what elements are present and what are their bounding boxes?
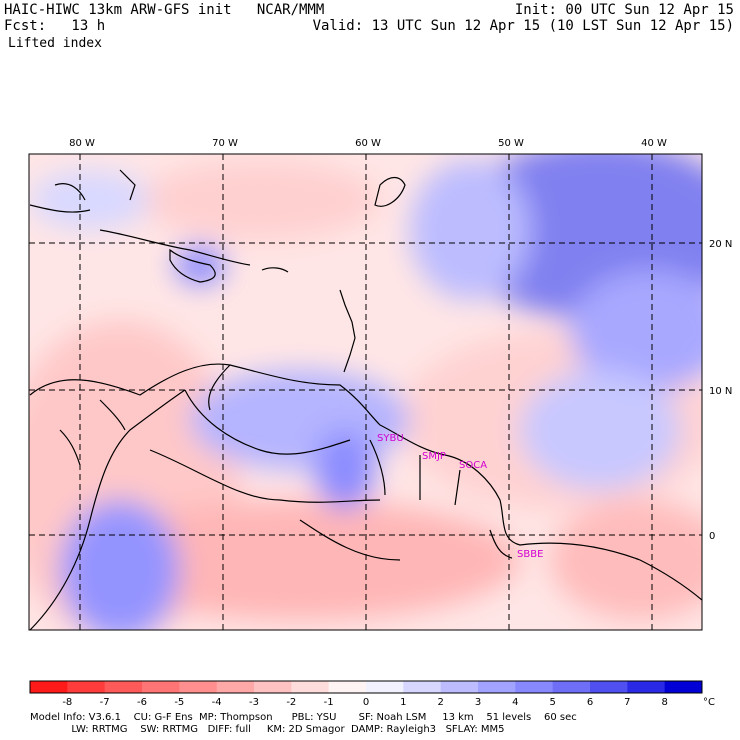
colorbar-swatch (216, 681, 255, 693)
colorbar-tick-label: -1 (324, 697, 334, 708)
lon-label-80w: 80 W (69, 138, 95, 149)
colorbar-swatch (328, 681, 367, 693)
colorbar-tick-label: -5 (174, 697, 184, 708)
colorbar-tick-label: -8 (62, 697, 72, 708)
lat-label-20n: 20 N (709, 239, 732, 250)
colorbar-swatch (627, 681, 666, 693)
colorbar-tick-label: 8 (661, 697, 667, 708)
colorbar-frame (29, 680, 703, 694)
model-title: HAIC-HIWC 13km ARW-GFS init NCAR/MMM (4, 2, 325, 18)
lon-label-50w: 50 W (498, 138, 524, 149)
colorbar-tick-label: 7 (624, 697, 630, 708)
station-sybu: SYBU (377, 433, 404, 444)
graticule (29, 154, 702, 630)
colorbar-tick-label: 3 (475, 697, 481, 708)
colorbar-swatch (440, 681, 479, 693)
colorbar-swatch (590, 681, 628, 693)
colorbar-tick-label: -2 (286, 697, 296, 708)
colorbar-swatch (254, 681, 292, 693)
colorbar-swatch (142, 681, 180, 693)
init-time: Init: 00 UTC Sun 12 Apr 15 (514, 2, 734, 18)
lat-label-10n: 10 N (709, 386, 732, 397)
lon-label-60w: 60 W (355, 138, 381, 149)
colorbar-unit: °C (703, 697, 715, 708)
colorbar-swatch (478, 681, 516, 693)
colorbar-swatch (291, 681, 330, 693)
longitude-labels: 80 W 70 W 60 W 50 W 40 W (69, 138, 667, 149)
colorbar-swatch (664, 681, 703, 693)
colorbar-tick-label: -7 (100, 697, 110, 708)
map-frame (28, 153, 703, 631)
colorbar-swatch (552, 681, 591, 693)
colorbar (29, 680, 703, 694)
colorbar-tick-label: 1 (400, 697, 406, 708)
model-info-line1: Model Info: V3.6.1 CU: G-F Ens MP: Thomp… (30, 712, 577, 723)
colorbar-tick-label: 0 (363, 697, 369, 708)
latitude-labels: 20 N 10 N 0 (709, 239, 732, 542)
station-smjp: SMJP (422, 451, 446, 462)
colorbar-tick-label: -4 (212, 697, 222, 708)
colorbar-tick-label: -3 (249, 697, 259, 708)
field-name: Lifted index (8, 36, 102, 51)
colorbar-swatch (403, 681, 442, 693)
colorbar-swatch (104, 681, 143, 693)
coastlines (29, 169, 702, 630)
station-sbbe: SBBE (517, 549, 543, 560)
valid-time: Valid: 13 UTC Sun 12 Apr 15 (10 LST Sun … (312, 18, 734, 34)
colorbar-swatch (366, 681, 404, 693)
colorbar-tick-label: 5 (549, 697, 555, 708)
colorbar-tick-label: 6 (587, 697, 593, 708)
colorbar-tick-labels: -8 -7 -6 -5 -4 -3 -2 -1 0 1 2 3 4 5 6 7 8 (62, 697, 668, 708)
lon-label-70w: 70 W (212, 138, 238, 149)
colorbar-tick-label: 4 (512, 697, 518, 708)
colorbar-swatch (179, 681, 218, 693)
lon-label-40w: 40 W (641, 138, 667, 149)
colorbar-swatch (30, 681, 68, 693)
colorbar-tick-label: -6 (137, 697, 147, 708)
colorbar-tick-label: 2 (437, 697, 443, 708)
forecast-hour: Fcst: 13 h (4, 18, 106, 34)
lat-label-0: 0 (709, 531, 715, 542)
station-labels: SYBU SMJP SOCA SBBE (377, 433, 543, 560)
colorbar-swatch (515, 681, 554, 693)
model-info-line2: LW: RRTMG SW: RRTMG DIFF: full KM: 2D Sm… (30, 724, 505, 735)
station-soca: SOCA (459, 460, 487, 471)
colorbar-swatch (67, 681, 106, 693)
lifted-index-field (29, 154, 702, 630)
